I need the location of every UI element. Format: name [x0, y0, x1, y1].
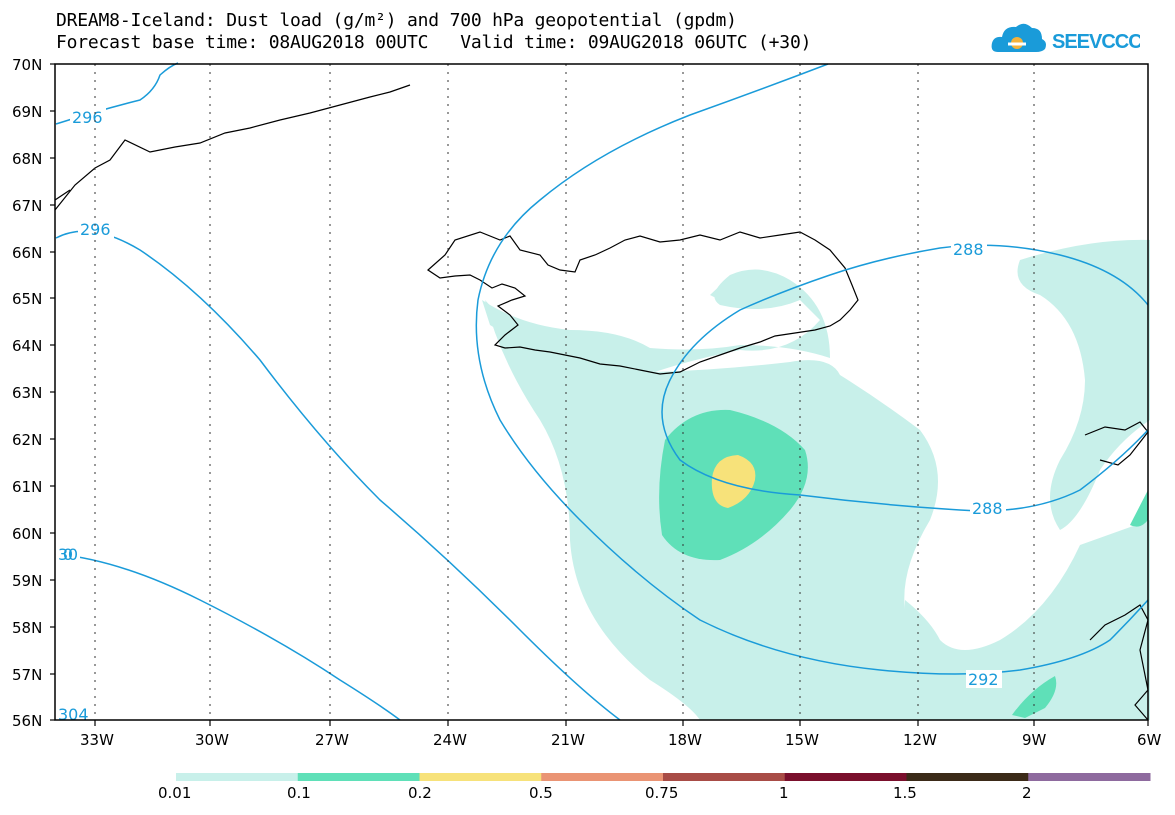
- longitude-labels: 33W 30W 27W 24W 21W 18W 15W 12W 9W 6W: [80, 731, 1162, 749]
- cloud-icon: [991, 23, 1046, 52]
- colorbar-label: 0.5: [529, 784, 553, 802]
- lat-label: 68N: [12, 150, 42, 168]
- colorbar-label: 1.5: [893, 784, 917, 802]
- lon-label: 21W: [551, 731, 585, 749]
- dust-field-high: [711, 455, 756, 508]
- lat-label: 65N: [12, 290, 42, 308]
- colorbar: 0.01 0.1 0.2 0.5 0.75 1 1.5 2: [158, 773, 1151, 802]
- lon-label: 12W: [903, 731, 937, 749]
- contour-label: 296: [72, 108, 103, 127]
- contour-label: 288: [953, 240, 984, 259]
- lon-label: 9W: [1022, 731, 1047, 749]
- colorbar-segments: [176, 773, 1151, 781]
- seevccc-logo: SEEVCCC: [991, 23, 1140, 53]
- lat-label: 61N: [12, 478, 42, 496]
- colorbar-label: 0.01: [158, 784, 191, 802]
- contour-label: 292: [968, 670, 999, 689]
- colorbar-label: 2: [1022, 784, 1032, 802]
- contour-label: 296: [80, 220, 111, 239]
- map-title: DREAM8-Iceland: Dust load (g/m²) and 700…: [56, 10, 737, 31]
- lat-label: 64N: [12, 337, 42, 355]
- lat-label: 66N: [12, 244, 42, 262]
- colorbar-label: 0.75: [645, 784, 678, 802]
- lat-label: 70N: [12, 56, 42, 74]
- colorbar-label: 0.1: [287, 784, 311, 802]
- logo-text: SEEVCCC: [1052, 31, 1140, 53]
- map-canvas: 296 296 288 288 292 300 304: [12, 56, 1162, 749]
- dust-field-low: [482, 239, 1150, 720]
- colorbar-segment: [176, 773, 299, 781]
- lon-label: 33W: [80, 731, 114, 749]
- lat-label: 62N: [12, 431, 42, 449]
- lat-label: 60N: [12, 525, 42, 543]
- colorbar-segment: [1028, 773, 1151, 781]
- colorbar-label: 1: [779, 784, 789, 802]
- latitude-labels: 70N 69N 68N 67N 66N 65N 64N 63N 62N 61N …: [12, 56, 42, 730]
- lat-label: 59N: [12, 572, 42, 590]
- contour-label: 288: [972, 499, 1003, 518]
- contour-label: 304: [58, 705, 89, 724]
- colorbar-segment: [419, 773, 542, 781]
- lat-label: 58N: [12, 619, 42, 637]
- map-subtitle: Forecast base time: 08AUG2018 00UTC Vali…: [56, 32, 812, 53]
- lat-label: 69N: [12, 103, 42, 121]
- lat-label: 63N: [12, 384, 42, 402]
- lon-label: 30W: [195, 731, 229, 749]
- colorbar-label: 0.2: [408, 784, 432, 802]
- colorbar-labels: 0.01 0.1 0.2 0.5 0.75 1 1.5 2: [158, 784, 1032, 802]
- colorbar-segment: [541, 773, 664, 781]
- colorbar-segment: [784, 773, 907, 781]
- lon-label: 15W: [785, 731, 819, 749]
- lat-label: 57N: [12, 666, 42, 684]
- contour-label: 300: [58, 545, 78, 564]
- colorbar-segment: [297, 773, 420, 781]
- lon-label: 18W: [668, 731, 702, 749]
- colorbar-segment: [663, 773, 786, 781]
- lon-label: 6W: [1137, 731, 1162, 749]
- lat-label: 56N: [12, 712, 42, 730]
- lat-label: 67N: [12, 197, 42, 215]
- lon-label: 27W: [315, 731, 349, 749]
- gridlines: [94, 64, 1035, 720]
- colorbar-segment: [906, 773, 1029, 781]
- lon-label: 24W: [433, 731, 467, 749]
